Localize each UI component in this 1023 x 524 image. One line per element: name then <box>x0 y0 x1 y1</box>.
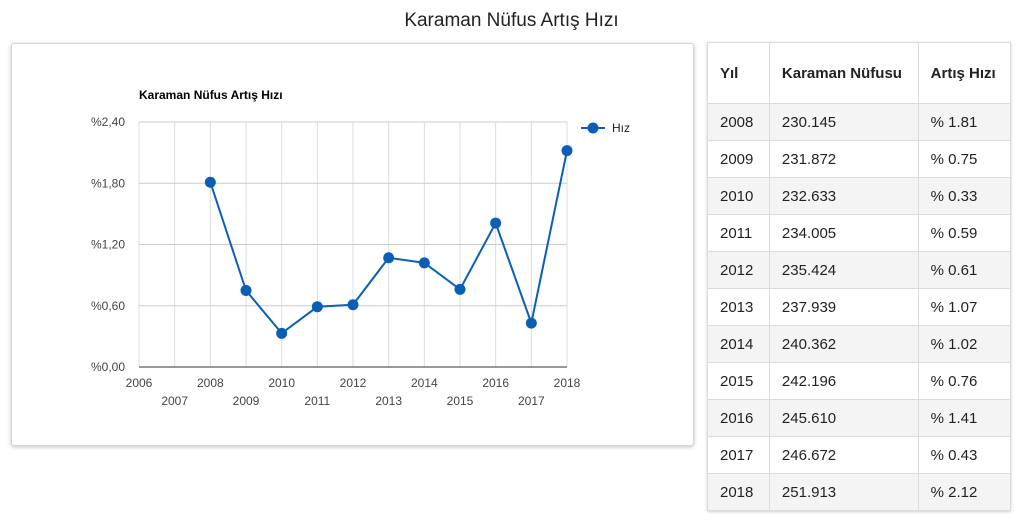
table-row: 2011 234.005% 0.59 <box>707 214 1012 252</box>
x-tick-label: 2009 <box>233 394 260 408</box>
data-point <box>490 217 502 229</box>
legend-label: Hız <box>612 121 630 135</box>
data-table-container: Yıl Karaman Nüfusu Artış Hızı 2008 230.14… <box>707 42 1012 511</box>
cell-year: 2014 <box>707 325 770 363</box>
cell-population: 240.362 <box>768 325 919 363</box>
header-rate: Artış Hızı <box>917 42 1012 104</box>
cell-year: 2015 <box>707 362 770 400</box>
data-point <box>347 299 359 311</box>
data-point <box>276 327 288 339</box>
table-row: 2018 251.913% 2.12 <box>707 473 1012 511</box>
cell-rate: % 1.07 <box>917 288 1012 326</box>
x-tick-label: 2012 <box>340 376 367 390</box>
cell-year: 2008 <box>707 103 770 141</box>
y-tick-label: %0,60 <box>91 299 125 313</box>
cell-year: 2011 <box>707 214 770 252</box>
data-point <box>311 301 323 313</box>
table-row: 2015 242.196% 0.76 <box>707 362 1012 400</box>
cell-population: 230.145 <box>768 103 919 141</box>
cell-year: 2010 <box>707 177 770 215</box>
x-tick-label: 2008 <box>197 376 224 390</box>
table-header-row: Yıl Karaman Nüfusu Artış Hızı <box>707 42 1012 104</box>
x-tick-label: 2011 <box>304 394 330 408</box>
cell-population: 246.672 <box>768 436 919 474</box>
cell-year: 2018 <box>707 473 770 511</box>
x-tick-label: 2018 <box>554 376 581 390</box>
y-tick-label: %1,20 <box>91 238 125 252</box>
data-point <box>525 317 537 329</box>
x-tick-label: 2015 <box>447 394 474 408</box>
table-row: 2013 237.939% 1.07 <box>707 288 1012 326</box>
header-year: Yıl <box>707 42 770 104</box>
cell-population: 251.913 <box>768 473 919 511</box>
cell-rate: % 0.59 <box>917 214 1012 252</box>
table-row: 2008 230.145% 1.81 <box>707 103 1012 141</box>
cell-year: 2016 <box>707 399 770 437</box>
cell-rate: % 2.12 <box>917 473 1012 511</box>
cell-rate: % 0.33 <box>917 177 1012 215</box>
page-title: Karaman Nüfus Artış Hızı <box>404 10 619 31</box>
table-row: 2017 246.672% 0.43 <box>707 436 1012 474</box>
table-row: 2010 232.633% 0.33 <box>707 177 1012 215</box>
data-point <box>454 283 466 295</box>
cell-rate: % 0.75 <box>917 140 1012 178</box>
y-tick-label: %2,40 <box>91 115 125 129</box>
cell-year: 2012 <box>707 251 770 289</box>
cell-population: 245.610 <box>768 399 919 437</box>
cell-population: 242.196 <box>768 362 919 400</box>
data-point <box>204 176 216 188</box>
table-row: 2016 245.610% 1.41 <box>707 399 1012 437</box>
cell-rate: % 1.41 <box>917 399 1012 437</box>
cell-rate: % 0.61 <box>917 251 1012 289</box>
cell-population: 231.872 <box>768 140 919 178</box>
y-tick-label: %0,00 <box>91 360 125 374</box>
cell-rate: % 0.76 <box>917 362 1012 400</box>
x-tick-label: 2016 <box>482 376 509 390</box>
x-tick-label: 2017 <box>518 394 545 408</box>
chart-title: Karaman Nüfus Artış Hızı <box>139 88 283 102</box>
cell-year: 2013 <box>707 288 770 326</box>
cell-rate: % 1.02 <box>917 325 1012 363</box>
cell-population: 235.424 <box>768 251 919 289</box>
table-row: 2012 235.424% 0.61 <box>707 251 1012 289</box>
cell-population: 232.633 <box>768 177 919 215</box>
x-tick-label: 2007 <box>161 394 188 408</box>
x-tick-label: 2013 <box>375 394 402 408</box>
line-chart: Karaman Nüfus Artış Hızı %0,00 %0,60 %1,20%… <box>91 88 630 408</box>
cell-year: 2017 <box>707 436 770 474</box>
table-row: 2014 240.362% 1.02 <box>707 325 1012 363</box>
data-point <box>240 284 252 296</box>
x-tick-label: 2010 <box>268 376 295 390</box>
cell-rate: % 0.43 <box>917 436 1012 474</box>
x-tick-label: 2014 <box>411 376 438 390</box>
cell-year: 2009 <box>707 140 770 178</box>
cell-population: 237.939 <box>768 288 919 326</box>
chart-card: Karaman Nüfus Artış Hızı %0,00 %0,60 %1,20%… <box>11 43 694 446</box>
cell-rate: % 1.81 <box>917 103 1012 141</box>
data-table: Yıl Karaman Nüfusu Artış Hızı 2008 230.14… <box>707 42 1012 511</box>
data-point <box>418 257 430 269</box>
legend-marker <box>587 122 599 134</box>
cell-population: 234.005 <box>768 214 919 252</box>
data-point <box>383 252 395 264</box>
x-tick-label: 2006 <box>126 376 153 390</box>
header-population: Karaman Nüfusu <box>768 42 919 104</box>
data-point <box>561 145 573 157</box>
table-row: 2009 231.872% 0.75 <box>707 140 1012 178</box>
y-tick-label: %1,80 <box>91 176 125 190</box>
